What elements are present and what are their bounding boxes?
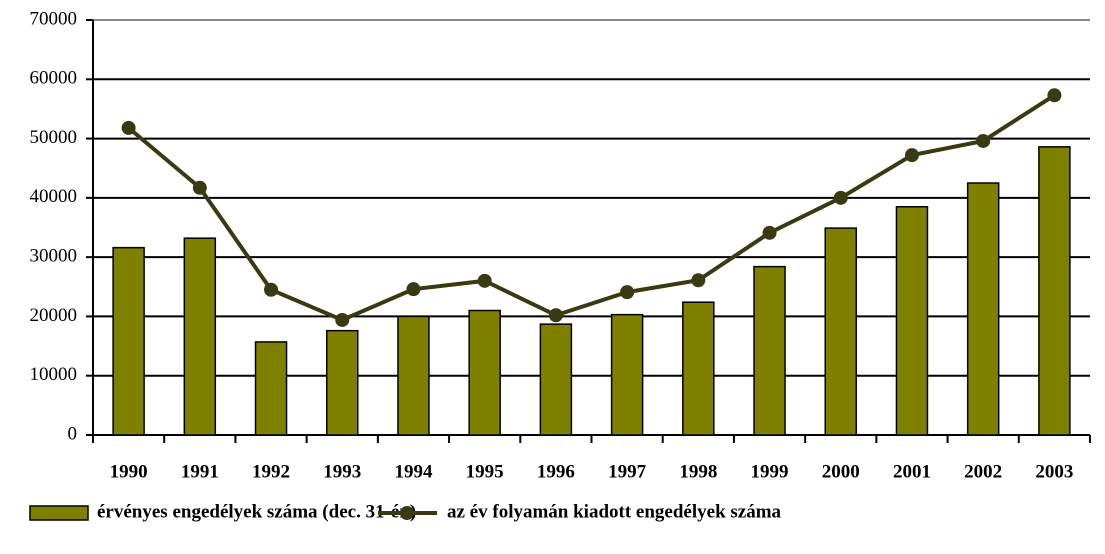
x-tick-label: 1993 — [323, 461, 361, 482]
marker — [904, 148, 919, 163]
y-tick-label: 20000 — [30, 305, 78, 326]
bar — [895, 206, 929, 436]
bar — [824, 227, 857, 436]
bar — [326, 329, 359, 436]
bar — [112, 246, 145, 436]
marker — [121, 120, 136, 135]
marker — [620, 285, 635, 300]
bar — [753, 265, 786, 436]
marker — [691, 273, 706, 288]
x-tick-label: 1994 — [394, 461, 433, 482]
bar — [183, 237, 217, 436]
bar — [539, 323, 573, 436]
legend-label: az év folyamán kiadott engedélyek száma — [447, 501, 782, 522]
x-tick-label: 2002 — [964, 461, 1002, 482]
marker — [833, 190, 848, 205]
bar — [254, 341, 288, 436]
bar — [1038, 146, 1071, 436]
bar — [682, 301, 715, 436]
marker — [762, 225, 777, 240]
marker — [264, 282, 279, 297]
y-tick-label: 40000 — [30, 186, 78, 207]
marker — [192, 180, 207, 195]
y-tick-label: 70000 — [30, 8, 78, 29]
marker — [406, 282, 421, 297]
y-tick-label: 0 — [68, 423, 78, 444]
y-tick-label: 60000 — [30, 68, 78, 89]
bar — [468, 309, 501, 436]
marker — [1047, 88, 1062, 103]
x-tick-label: 1991 — [181, 461, 219, 482]
line — [127, 93, 1056, 323]
x-tick-label: 1998 — [679, 461, 717, 482]
x-tick-label: 2003 — [1035, 461, 1073, 482]
y-tick-label: 50000 — [30, 127, 78, 148]
legend-label: érvényes engedélyek száma (dec. 31-én) — [97, 501, 416, 522]
legend-swatch — [29, 505, 89, 521]
x-tick-label: 2000 — [822, 461, 860, 482]
x-tick-label: 1992 — [252, 461, 290, 482]
legend-marker — [400, 506, 414, 520]
x-tick-label: 1997 — [608, 461, 647, 482]
marker — [548, 308, 563, 323]
marker — [976, 133, 991, 148]
x-tick-label: 1999 — [751, 461, 789, 482]
bar — [397, 315, 430, 436]
bar — [966, 182, 1000, 436]
y-tick-label: 10000 — [30, 364, 78, 385]
x-tick-label: 1996 — [537, 461, 575, 482]
x-tick-label: 2001 — [893, 461, 931, 482]
x-tick-label: 1995 — [466, 461, 504, 482]
bar — [610, 313, 644, 436]
marker — [477, 273, 492, 288]
x-tick-label: 1990 — [110, 461, 148, 482]
marker — [335, 312, 350, 327]
y-tick-label: 30000 — [30, 246, 78, 267]
